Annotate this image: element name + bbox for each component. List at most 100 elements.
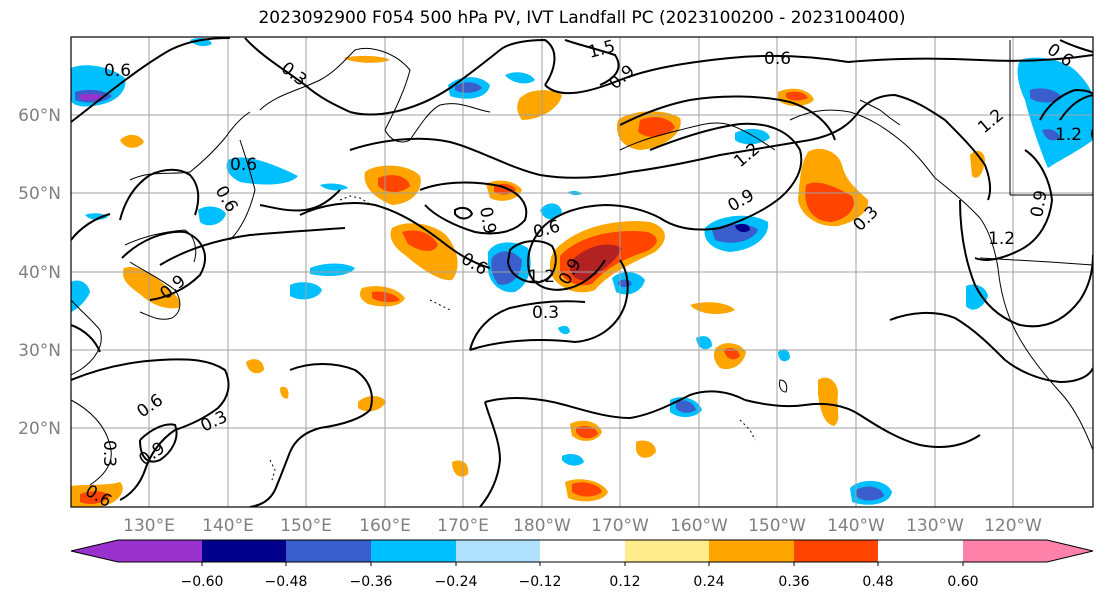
lon-label: 140°W [827,516,885,536]
fill-sky-blue [778,349,790,362]
pv-contour [139,423,178,463]
colorbar-tick-label: −0.48 [265,574,308,590]
lat-label: 30°N [18,341,61,361]
contour-label: 0.9 [1027,189,1051,219]
pv-contour [544,54,849,95]
fill-sky-blue [540,203,562,220]
colorbar-segment [456,540,540,562]
fill-orange [120,134,144,148]
coastline-islands [269,459,276,481]
coastline-russia [129,111,251,181]
fill-orange [280,386,289,399]
pv-contour [71,358,230,431]
pv-contour [244,37,351,113]
fill-red-orange [805,182,854,222]
fill-blue [1030,88,1062,103]
colorbar-segment [709,540,794,562]
pv-contour [479,401,502,507]
fill-blue [1042,129,1060,141]
coastline [259,47,411,131]
colorbar-tick-label: −0.60 [181,574,224,590]
pv-contour [119,429,176,501]
pv-contour [506,240,557,284]
fill-sky-blue [558,325,570,335]
pv-contour [469,300,586,351]
pv-contour [71,37,231,123]
fill-red-orange [576,426,598,439]
coastline-china [71,399,112,486]
fill-sky-blue [562,454,584,466]
lon-label: 130°E [123,516,175,536]
colorbar-segment [540,540,625,562]
pv-contour [419,181,528,235]
fill-orange [452,460,469,477]
pv-contour [974,149,1054,261]
contour-label: 0.6 [764,49,791,69]
contour-label: 0.3 [532,303,559,323]
colorbar-ticks: −0.60 −0.48 −0.36 −0.24 −0.12 0.12 0.24 … [181,574,979,590]
pv-contour [744,399,981,448]
fill-blue [856,486,884,501]
fill-orange [690,302,735,315]
fill-purple [80,93,104,101]
fill-sky-blue [198,206,226,226]
gridlines [71,37,1093,507]
fill-sky-blue [505,72,535,84]
coastline-island [779,379,788,393]
lat-label: 60°N [18,106,61,126]
pv-contour [469,259,629,351]
pv-contour [349,137,811,179]
fill-orange [636,440,656,458]
lon-label: 150°E [280,516,332,536]
pv-contour [121,230,206,301]
pv-contour [249,451,291,507]
fill-orange [343,55,390,63]
pv-contour [847,54,1093,63]
colorbar-outline [70,539,1094,563]
lat-label: 50°N [18,184,61,204]
fill-blue [491,251,522,285]
colorbar-tick-label: 0.48 [862,574,893,590]
lon-label: 130°W [906,516,964,536]
fill-sky-blue [226,157,298,185]
coastline-alaska-gulf [789,109,936,179]
fill-blue [676,400,696,413]
pv-contour [119,168,200,221]
lon-label: 150°W [748,516,806,536]
fill-red-orange [402,230,438,251]
fill-orange [818,377,839,426]
fill-orange [517,90,562,120]
pv-contour [259,189,341,212]
colorbar-tick-label: −0.12 [519,574,562,590]
plot-frame [70,36,1094,508]
pv-contour [1059,39,1093,53]
fill-orange [970,150,985,178]
lat-label: 40°N [18,263,61,283]
pv-contour [889,311,1093,384]
pv-contour [959,199,1093,328]
contour-label: 0.3 [99,440,119,467]
lon-label: 170°W [591,516,649,536]
colorbar-tick-label: −0.24 [435,574,478,590]
map-title: 2023092900 F054 500 hPa PV, IVT Landfall… [258,8,906,28]
coastline-north-america [934,177,1093,451]
pv-contour [944,119,992,201]
fill-orange [246,359,264,374]
fill-sky-blue [1017,57,1093,168]
colorbar-segment [286,540,371,562]
pv-contour [289,363,373,453]
colorbar-tick-label: 0.36 [778,574,809,590]
pv-contour [299,202,491,269]
lon-label: 160°W [670,516,728,536]
colorbar-tick-label: −0.36 [350,574,393,590]
fill-dark-red [569,244,622,281]
fill-sky-blue [71,280,90,312]
colorbar-tick-label: 0.24 [693,574,724,590]
pv-contour [71,213,111,241]
plot-area: 0.6 0.3 1.5 0.9 0.6 0.6 1.2 1.2 0.9 0.9 … [71,37,1093,507]
pv-contour [484,390,746,420]
fill-red-orange [724,348,740,360]
coastline-islands [429,299,451,311]
pv-contour [564,39,620,86]
contour-label: 1.2 [988,229,1015,249]
